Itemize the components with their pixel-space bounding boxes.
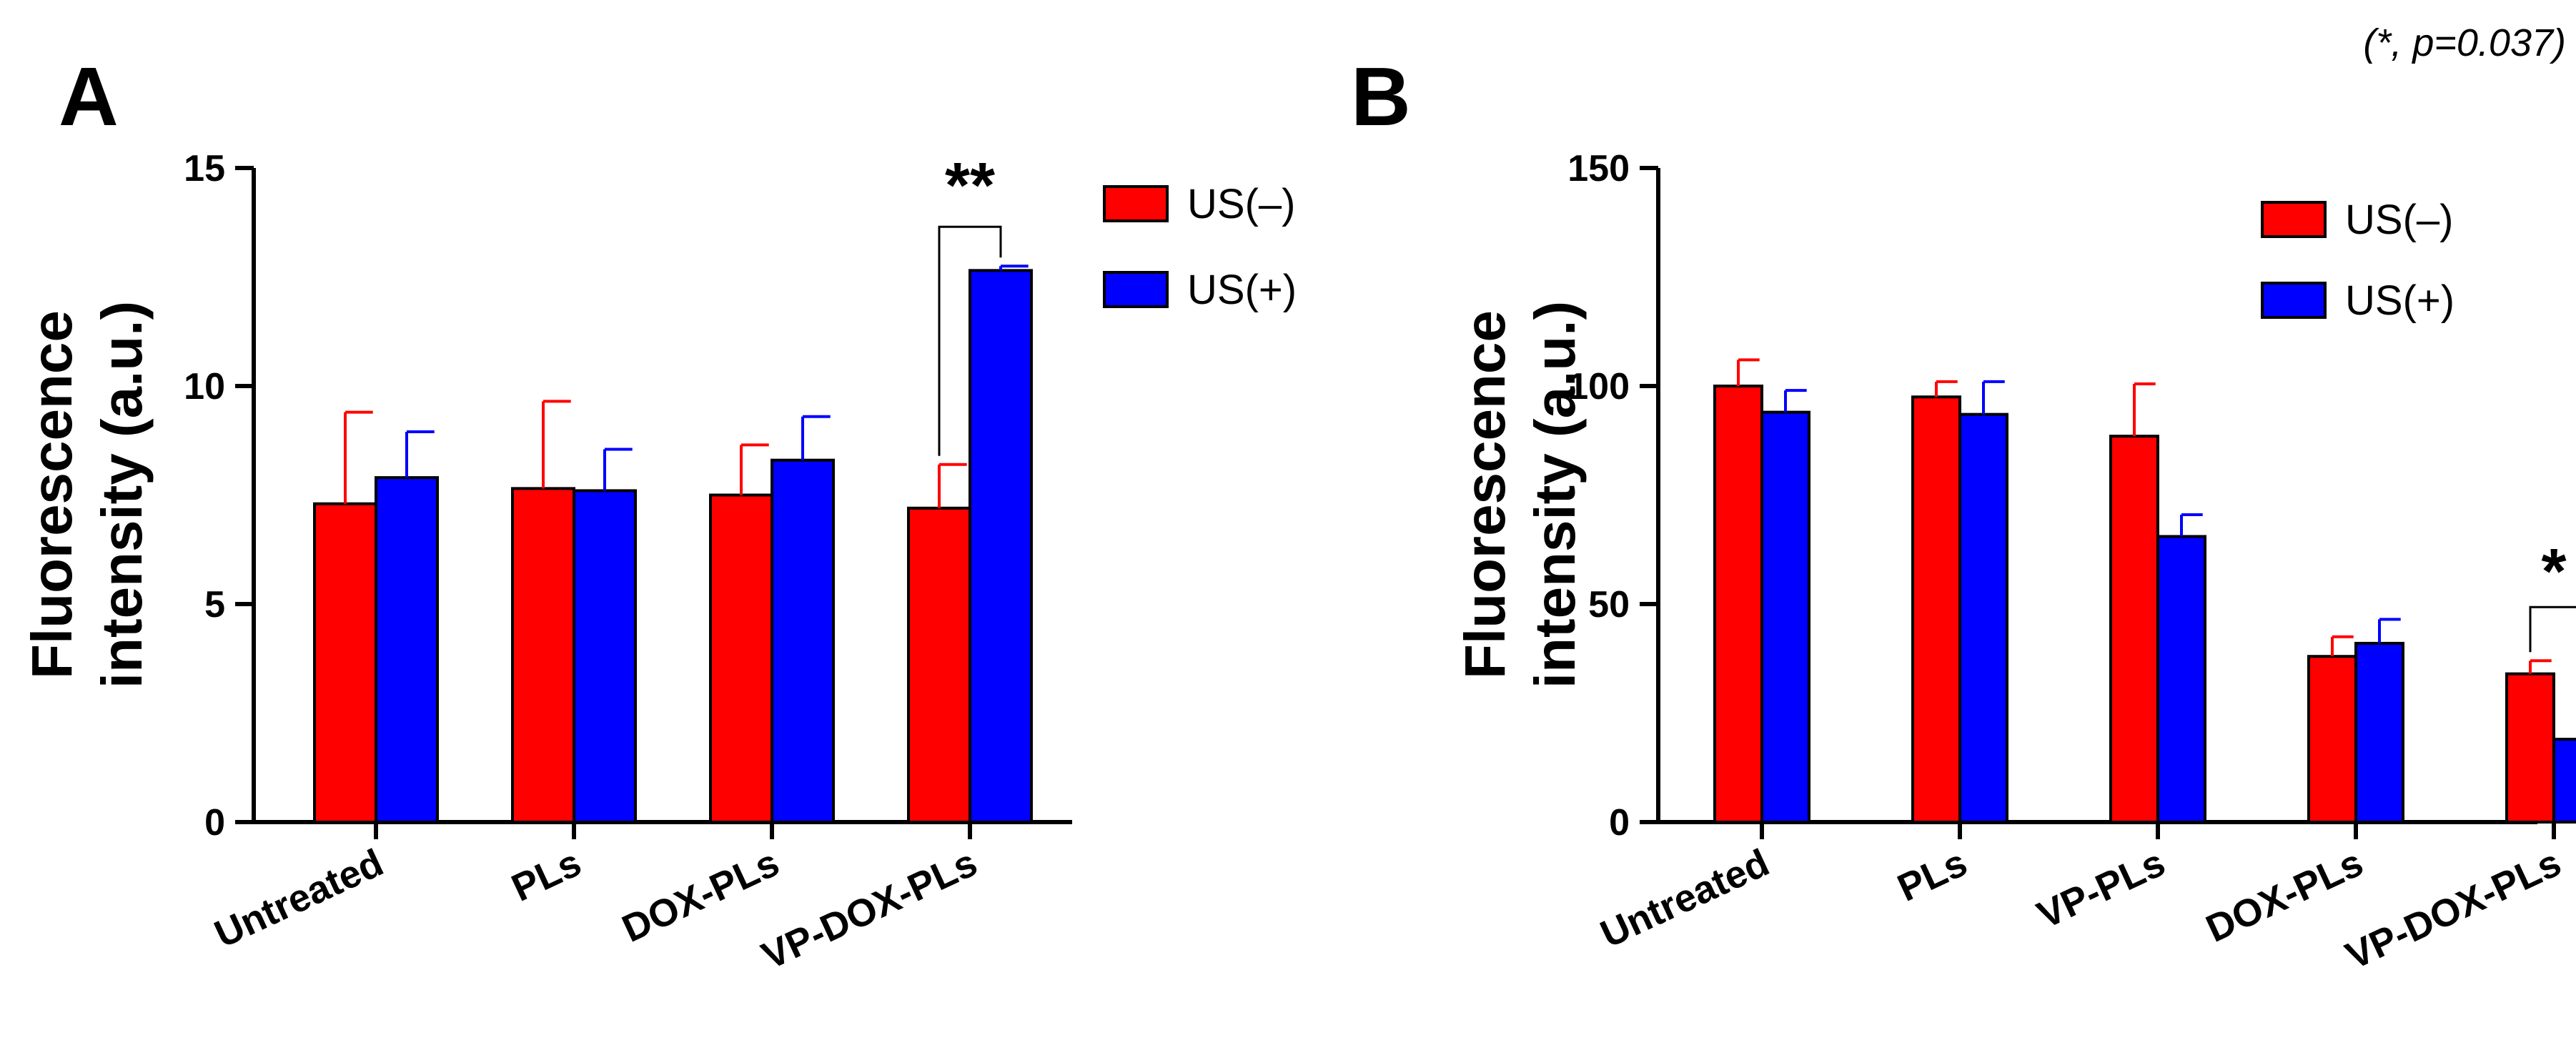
bar (771, 458, 835, 824)
x-tick-label: DOX-PLs (2200, 841, 2369, 950)
y-tick-label: 15 (184, 148, 225, 189)
panel-a: A Fluorescence intensity (a.u.) 0 5 10 15 Untre… (20, 50, 1297, 978)
legend-label: US(–) (1187, 181, 1295, 227)
bar (511, 487, 575, 824)
bar (1713, 385, 1763, 824)
y-tick-label: 5 (204, 584, 225, 626)
x-tick-label: VP-DOX-PLs (2339, 841, 2567, 977)
legend-label: US(+) (2345, 277, 2454, 324)
panel-letter: B (1351, 50, 1411, 143)
panel-b: B Fluorescence intensity (a.u.) 0 50 100 150 Un… (1351, 50, 2576, 978)
legend-swatch (2261, 282, 2327, 319)
bar (709, 493, 773, 824)
x-tick-label: DOX-PLs (616, 841, 786, 950)
bar (2156, 535, 2206, 824)
significance-bracket (938, 225, 1002, 456)
bar (1760, 410, 1810, 824)
legend-swatch (1103, 271, 1169, 308)
y-tick-label: 150 (1567, 148, 1630, 189)
legend-label: US(–) (2345, 197, 2453, 243)
bar (2505, 672, 2555, 824)
x-tick-label: Untreated (1594, 841, 1775, 956)
bar (907, 506, 971, 824)
y-axis-label-line: intensity (a.u.) (90, 301, 154, 688)
x-tick-label: VP-PLs (2031, 841, 2171, 936)
bar (2307, 655, 2357, 824)
x-tick-label: PLs (1891, 841, 1973, 909)
y-axis-label: Fluorescence intensity (a.u.) (20, 301, 154, 688)
y-tick-label: 50 (1588, 584, 1630, 626)
x-tick-label: Untreated (208, 841, 390, 956)
y-tick-label: 100 (1567, 366, 1630, 407)
significance-bracket (2529, 605, 2576, 653)
y-axis-label-line: Fluorescence (20, 310, 84, 679)
bar (1911, 395, 1961, 824)
pvalue-note: (*, p=0.037) (2363, 21, 2566, 64)
legend-swatch (1103, 185, 1169, 222)
significance-label: ** (945, 150, 995, 222)
bar (573, 489, 637, 824)
panel-letter: A (59, 50, 119, 143)
legend-swatch (2261, 201, 2327, 238)
y-axis-label-line: intensity (a.u.) (1523, 301, 1587, 688)
bar (2354, 641, 2404, 824)
legend-label: US(+) (1187, 267, 1297, 313)
x-tick-label: VP-DOX-PLs (756, 841, 984, 977)
bar (1958, 412, 2008, 824)
y-axis-label: Fluorescence intensity (a.u.) (1453, 301, 1587, 688)
y-tick-label: 10 (184, 366, 225, 407)
bar (969, 269, 1033, 824)
significance-label: * (2541, 536, 2566, 608)
x-tick-label: PLs (505, 841, 588, 909)
bar (2109, 435, 2159, 824)
bar (313, 502, 377, 824)
bar (2552, 738, 2576, 824)
bar (375, 476, 439, 824)
y-tick-label: 0 (204, 802, 225, 844)
y-tick-label: 0 (1609, 802, 1630, 844)
y-axis-label-line: Fluorescence (1453, 310, 1517, 679)
